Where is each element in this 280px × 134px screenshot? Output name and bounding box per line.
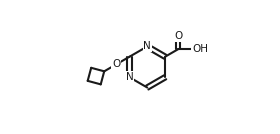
- Text: O: O: [174, 31, 183, 41]
- Text: N: N: [126, 72, 133, 82]
- Text: N: N: [143, 41, 151, 51]
- Text: OH: OH: [192, 44, 208, 54]
- Text: O: O: [112, 59, 120, 69]
